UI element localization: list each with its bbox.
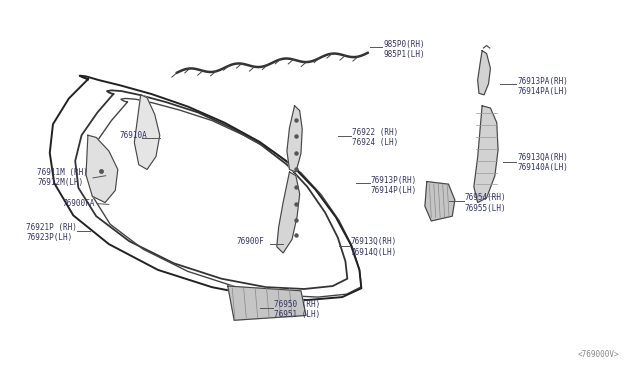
Polygon shape — [477, 51, 490, 95]
Polygon shape — [134, 95, 160, 170]
Text: 985P0(RH): 985P0(RH) — [383, 40, 425, 49]
Text: <769000V>: <769000V> — [577, 350, 619, 359]
Text: 76951 (LH): 76951 (LH) — [274, 310, 321, 319]
Text: 76910A: 76910A — [120, 131, 147, 140]
Polygon shape — [86, 135, 118, 202]
Polygon shape — [425, 182, 455, 221]
Text: 76924 (LH): 76924 (LH) — [352, 138, 398, 147]
Text: 76913PA(RH): 76913PA(RH) — [517, 77, 568, 86]
Text: 76900FA: 76900FA — [63, 199, 95, 208]
Text: 76955(LH): 76955(LH) — [465, 203, 507, 212]
Polygon shape — [474, 106, 498, 202]
Polygon shape — [287, 106, 302, 172]
Text: 76911M (RH): 76911M (RH) — [37, 167, 88, 177]
Text: 76950 (RH): 76950 (RH) — [274, 300, 321, 309]
Text: 985P1(LH): 985P1(LH) — [383, 50, 425, 59]
Text: 76913P(RH): 76913P(RH) — [371, 176, 417, 185]
Text: 76912M(LH): 76912M(LH) — [37, 178, 83, 187]
Text: 76922 (RH): 76922 (RH) — [352, 128, 398, 137]
Text: 76913Q(RH): 76913Q(RH) — [351, 237, 397, 246]
Text: 76921P (RH): 76921P (RH) — [26, 223, 77, 232]
Text: 76900F: 76900F — [236, 237, 264, 246]
Text: 76954(RH): 76954(RH) — [465, 193, 507, 202]
Text: 76923P(LH): 76923P(LH) — [26, 233, 72, 242]
Polygon shape — [276, 172, 300, 253]
Text: 76913QA(RH): 76913QA(RH) — [517, 153, 568, 162]
Text: 769140A(LH): 769140A(LH) — [517, 163, 568, 172]
Text: 76914P(LH): 76914P(LH) — [371, 186, 417, 195]
Text: 76914Q(LH): 76914Q(LH) — [351, 248, 397, 257]
Text: 76914PA(LH): 76914PA(LH) — [517, 87, 568, 96]
Polygon shape — [228, 286, 306, 320]
